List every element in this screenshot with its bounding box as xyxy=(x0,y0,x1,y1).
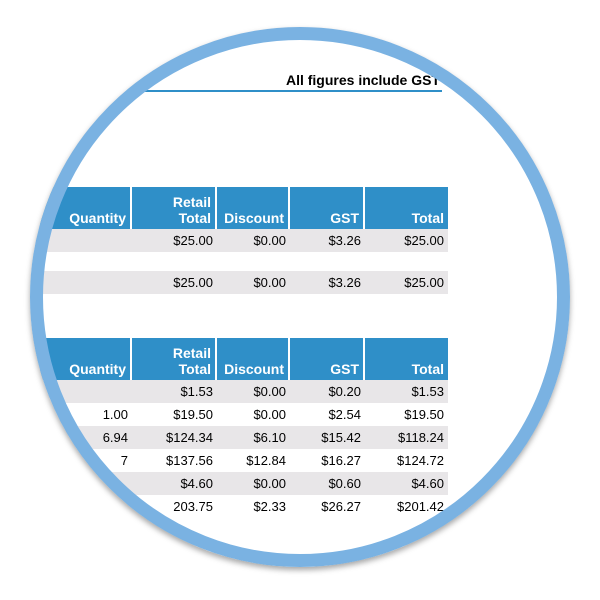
table-header-row: Quantity Retail Total Discount GST Total xyxy=(40,338,448,380)
cell-gst: $0.60 xyxy=(290,472,365,495)
cell-discount: $0.00 xyxy=(217,380,290,403)
cell-retail: $25.00 xyxy=(132,229,217,252)
cell-total: $124.72 xyxy=(397,453,444,468)
col-discount: Discount xyxy=(217,338,290,380)
cell-total: $201.42 xyxy=(397,499,444,514)
col-total: Total xyxy=(365,338,448,380)
cell-gst: $3.26 xyxy=(290,271,365,294)
cell-gst: $26.27 xyxy=(321,499,361,514)
col-retail-total: Retail Total xyxy=(132,187,217,229)
col-gst: GST xyxy=(290,187,365,229)
cell-retail: $137.56 xyxy=(166,453,213,468)
cell-gst: $0.20 xyxy=(290,380,365,403)
cell-quantity xyxy=(40,271,132,294)
col-retail-line1: Retail xyxy=(172,194,211,210)
cell-retail: $19.50 xyxy=(173,407,213,422)
cell-quantity xyxy=(40,495,132,518)
cell-discount: $0.00 xyxy=(217,271,290,294)
cell-total: $1.53 xyxy=(365,380,448,403)
cell-quantity xyxy=(40,229,132,252)
report-page: All figures include GST Quantity Retail T… xyxy=(30,27,570,567)
cell-discount: $0.00 xyxy=(253,407,286,422)
cell-retail: $4.60 xyxy=(132,472,217,495)
cell-discount: $2.33 xyxy=(253,499,286,514)
cell-total: $19.50 xyxy=(404,407,444,422)
cell-retail: $124.34 xyxy=(132,426,217,449)
cell-quantity: 6.94 xyxy=(40,426,132,449)
summary-table-2: Quantity Retail Total Discount GST Total … xyxy=(40,338,448,518)
cell-total: $25.00 xyxy=(365,229,448,252)
cell-quantity xyxy=(40,380,132,403)
col-gst: GST xyxy=(290,338,365,380)
cell-discount: $12.84 xyxy=(246,453,286,468)
cell-quantity: 7 xyxy=(120,453,128,468)
cell-gst: $2.54 xyxy=(328,407,361,422)
gst-note: All figures include GST xyxy=(285,72,440,88)
cell-retail: $1.53 xyxy=(132,380,217,403)
spacer-row xyxy=(40,252,448,271)
table-row: $25.00 $0.00 $3.26 $25.00 xyxy=(40,229,448,252)
table-row: $25.00 $0.00 $3.26 $25.00 xyxy=(40,271,448,294)
col-retail-line2: Total xyxy=(178,361,211,377)
cell-discount: $6.10 xyxy=(217,426,290,449)
cell-total: $118.24 xyxy=(365,426,448,449)
col-quantity: Quantity xyxy=(40,338,132,380)
table-row: 7 $137.56 $12.84 $16.27 $124.72 xyxy=(40,449,448,472)
cell-discount: $0.00 xyxy=(217,472,290,495)
summary-table-1: Quantity Retail Total Discount GST Total … xyxy=(40,187,448,294)
table-row: $1.53 $0.00 $0.20 $1.53 xyxy=(40,380,448,403)
cell-total: $25.00 xyxy=(365,271,448,294)
table-header-row: Quantity Retail Total Discount GST Total xyxy=(40,187,448,229)
col-total: Total xyxy=(365,187,448,229)
cell-total: $4.60 xyxy=(365,472,448,495)
magnifier-lens: All figures include GST Quantity Retail T… xyxy=(30,27,570,567)
table-row: 203.75 $2.33 $26.27 $201.42 xyxy=(40,495,448,518)
col-retail-line1: Retail xyxy=(172,345,211,361)
header-rule xyxy=(140,90,442,92)
col-quantity: Quantity xyxy=(40,187,132,229)
cell-retail: 203.75 xyxy=(173,499,213,514)
cell-gst: $3.26 xyxy=(290,229,365,252)
table-row: 1.00 $19.50 $0.00 $2.54 $19.50 xyxy=(40,403,448,426)
col-discount: Discount xyxy=(217,187,290,229)
cell-discount: $0.00 xyxy=(217,229,290,252)
cell-gst: $16.27 xyxy=(321,453,361,468)
cell-quantity: 1.00 xyxy=(102,407,128,422)
col-retail-total: Retail Total xyxy=(132,338,217,380)
table-row: $4.60 $0.00 $0.60 $4.60 xyxy=(40,472,448,495)
cell-quantity xyxy=(40,472,132,495)
cell-gst: $15.42 xyxy=(290,426,365,449)
table-row: 6.94 $124.34 $6.10 $15.42 $118.24 xyxy=(40,426,448,449)
col-retail-line2: Total xyxy=(178,210,211,226)
cell-retail: $25.00 xyxy=(132,271,217,294)
